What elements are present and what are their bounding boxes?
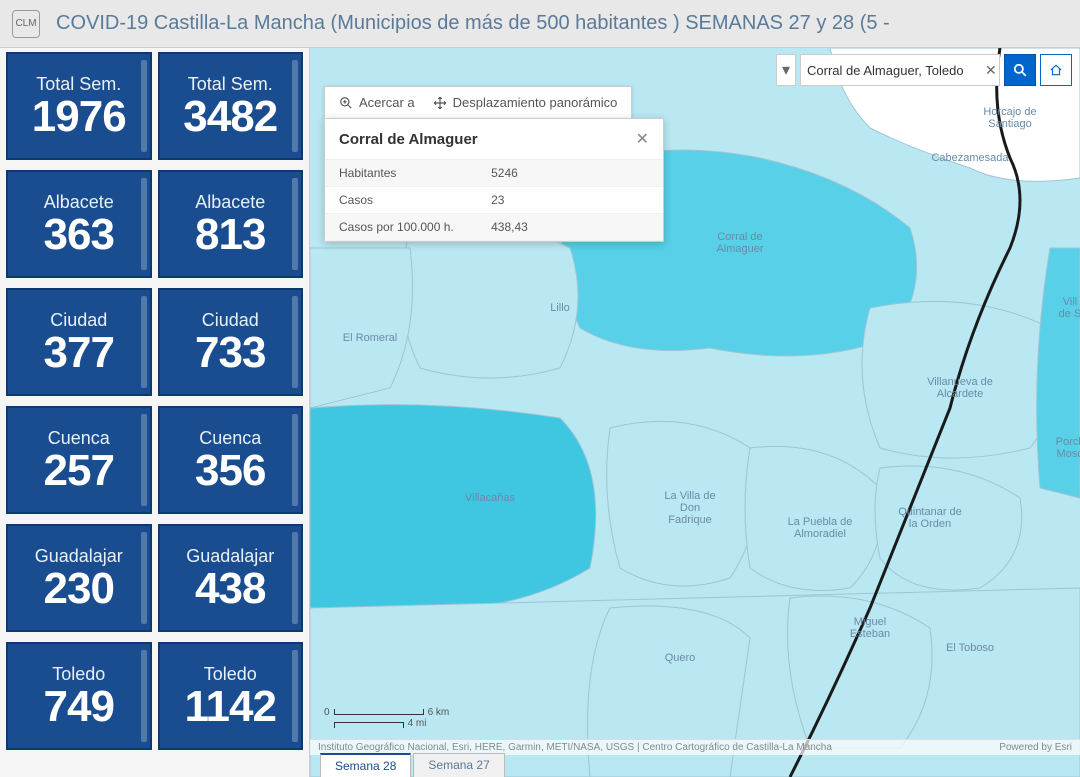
stat-row: Toledo749Toledo1142 bbox=[2, 642, 307, 750]
search-icon bbox=[1013, 63, 1027, 77]
scale-zero: 0 bbox=[324, 707, 330, 718]
stat-row: Ciudad377Ciudad733 bbox=[2, 288, 307, 396]
popup-value: 438,43 bbox=[477, 214, 663, 241]
stat-value: 377 bbox=[44, 331, 114, 375]
popup-key: Habitantes bbox=[325, 160, 477, 187]
map-search-bar: ▾ ✕ bbox=[776, 54, 1072, 86]
home-icon bbox=[1049, 63, 1063, 77]
map-panel[interactable]: Horcajo deSantiagoCabezamesadaCorral deA… bbox=[310, 48, 1080, 777]
scale-bar: 0 6 km 0 4 mi bbox=[324, 707, 449, 729]
stat-card[interactable]: Ciudad377 bbox=[6, 288, 152, 396]
search-input-wrapper: ✕ bbox=[800, 54, 1000, 86]
page-title: COVID-19 Castilla-La Mancha (Municipios … bbox=[56, 12, 890, 35]
scale-mi: 4 mi bbox=[408, 718, 427, 729]
stat-value: 363 bbox=[44, 213, 114, 257]
popup-row: Habitantes5246 bbox=[325, 160, 663, 187]
main-content: Total Sem.1976Total Sem.3482Albacete363A… bbox=[0, 48, 1080, 777]
zoom-in-icon bbox=[339, 96, 353, 110]
close-icon[interactable]: ✕ bbox=[636, 129, 649, 149]
popup-title: Corral de Almaguer bbox=[339, 131, 478, 148]
attribution-left: Instituto Geográfico Nacional, Esri, HER… bbox=[318, 742, 832, 753]
pan-icon bbox=[433, 96, 447, 110]
stat-card[interactable]: Albacete813 bbox=[158, 170, 304, 278]
stat-row: Total Sem.1976Total Sem.3482 bbox=[2, 52, 307, 160]
pan-label: Desplazamiento panorámico bbox=[453, 95, 618, 110]
zoom-tool[interactable]: Acercar a bbox=[339, 95, 415, 110]
stat-card[interactable]: Ciudad733 bbox=[158, 288, 304, 396]
stats-sidebar: Total Sem.1976Total Sem.3482Albacete363A… bbox=[0, 48, 310, 777]
popup-header: Corral de Almaguer ✕ bbox=[325, 119, 663, 160]
stat-row: Cuenca257Cuenca356 bbox=[2, 406, 307, 514]
attribution-right: Powered by Esri bbox=[999, 742, 1072, 753]
scale-km: 6 km bbox=[428, 707, 450, 718]
week-tab[interactable]: Semana 28 bbox=[320, 753, 411, 777]
stat-value: 438 bbox=[195, 567, 265, 611]
week-tabs: Semana 28Semana 27 bbox=[320, 753, 505, 777]
search-button[interactable] bbox=[1004, 54, 1036, 86]
stat-value: 1976 bbox=[32, 95, 126, 139]
stat-card[interactable]: Guadalajar438 bbox=[158, 524, 304, 632]
stat-value: 257 bbox=[44, 449, 114, 493]
clear-icon[interactable]: ✕ bbox=[983, 62, 999, 79]
stat-value: 1142 bbox=[185, 685, 276, 729]
week-tab[interactable]: Semana 27 bbox=[413, 753, 504, 777]
zoom-label: Acercar a bbox=[359, 95, 415, 110]
stat-card[interactable]: Toledo749 bbox=[6, 642, 152, 750]
stat-card[interactable]: Cuenca356 bbox=[158, 406, 304, 514]
stat-card[interactable]: Toledo1142 bbox=[158, 642, 304, 750]
stat-card[interactable]: Total Sem.3482 bbox=[158, 52, 304, 160]
stat-value: 733 bbox=[195, 331, 265, 375]
pan-tool[interactable]: Desplazamiento panorámico bbox=[433, 95, 618, 110]
popup-row: Casos por 100.000 h.438,43 bbox=[325, 214, 663, 241]
stat-value: 3482 bbox=[183, 95, 277, 139]
stat-row: Albacete363Albacete813 bbox=[2, 170, 307, 278]
search-input[interactable] bbox=[807, 63, 983, 78]
popup-key: Casos por 100.000 h. bbox=[325, 214, 477, 241]
logo-icon: CLM bbox=[12, 10, 40, 38]
header-bar: CLM COVID-19 Castilla-La Mancha (Municip… bbox=[0, 0, 1080, 48]
stat-value: 356 bbox=[195, 449, 265, 493]
search-dropdown-toggle[interactable]: ▾ bbox=[776, 54, 796, 86]
scale-line-mi bbox=[334, 722, 404, 728]
stat-value: 749 bbox=[44, 685, 114, 729]
popup-value: 23 bbox=[477, 187, 663, 214]
map-toolbar: Acercar a Desplazamiento panorámico bbox=[324, 86, 632, 119]
home-button[interactable] bbox=[1040, 54, 1072, 86]
stat-row: Guadalajar230Guadalajar438 bbox=[2, 524, 307, 632]
popup-row: Casos23 bbox=[325, 187, 663, 214]
stat-card[interactable]: Albacete363 bbox=[6, 170, 152, 278]
popup-key: Casos bbox=[325, 187, 477, 214]
scale-line-km bbox=[334, 709, 424, 715]
popup-table: Habitantes5246Casos23Casos por 100.000 h… bbox=[325, 160, 663, 241]
stat-card[interactable]: Guadalajar230 bbox=[6, 524, 152, 632]
stat-value: 230 bbox=[44, 567, 114, 611]
feature-popup: Corral de Almaguer ✕ Habitantes5246Casos… bbox=[324, 118, 664, 242]
stat-value: 813 bbox=[195, 213, 265, 257]
stat-card[interactable]: Total Sem.1976 bbox=[6, 52, 152, 160]
stat-card[interactable]: Cuenca257 bbox=[6, 406, 152, 514]
popup-value: 5246 bbox=[477, 160, 663, 187]
